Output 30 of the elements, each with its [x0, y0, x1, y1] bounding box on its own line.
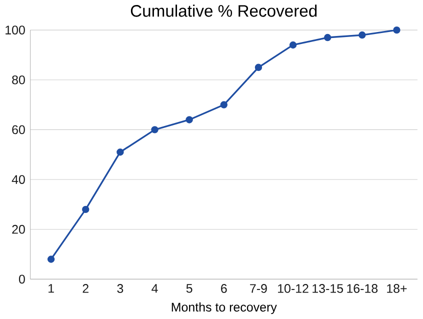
point	[82, 206, 90, 214]
point	[393, 26, 400, 34]
y-tick-label: 80	[12, 76, 25, 84]
x-tick-label: 3	[117, 284, 124, 294]
x-tick-label: 4	[152, 284, 158, 293]
x-axis-title: Months to recovery	[172, 302, 277, 314]
chart-title: Cumulative % Recovered	[130, 4, 317, 17]
x-tick-label: 6	[221, 284, 227, 294]
x-tick-label: 10-12	[278, 284, 308, 294]
y-tick-label: 100	[6, 26, 25, 35]
point	[289, 42, 297, 49]
x-tick-label: 1	[48, 284, 54, 293]
x-tick-label: 7-9	[250, 284, 267, 294]
point	[47, 256, 55, 264]
point	[324, 34, 332, 42]
point	[220, 101, 228, 109]
y-tick-label: 60	[12, 125, 25, 134]
point	[254, 64, 262, 72]
x-tick-label: 2	[82, 284, 88, 293]
point	[116, 148, 124, 156]
x-tick-label: 13-15	[312, 284, 344, 294]
x-tick-label: 5	[186, 284, 192, 293]
point	[151, 126, 158, 134]
y-tick-label: 20	[12, 225, 25, 234]
point	[358, 32, 366, 39]
y-tick-label: 0	[18, 274, 25, 284]
x-tick-label: 18+	[387, 284, 407, 294]
point	[186, 116, 193, 124]
y-tick-label: 40	[12, 175, 25, 184]
x-tick-label: 16-18	[347, 284, 378, 294]
